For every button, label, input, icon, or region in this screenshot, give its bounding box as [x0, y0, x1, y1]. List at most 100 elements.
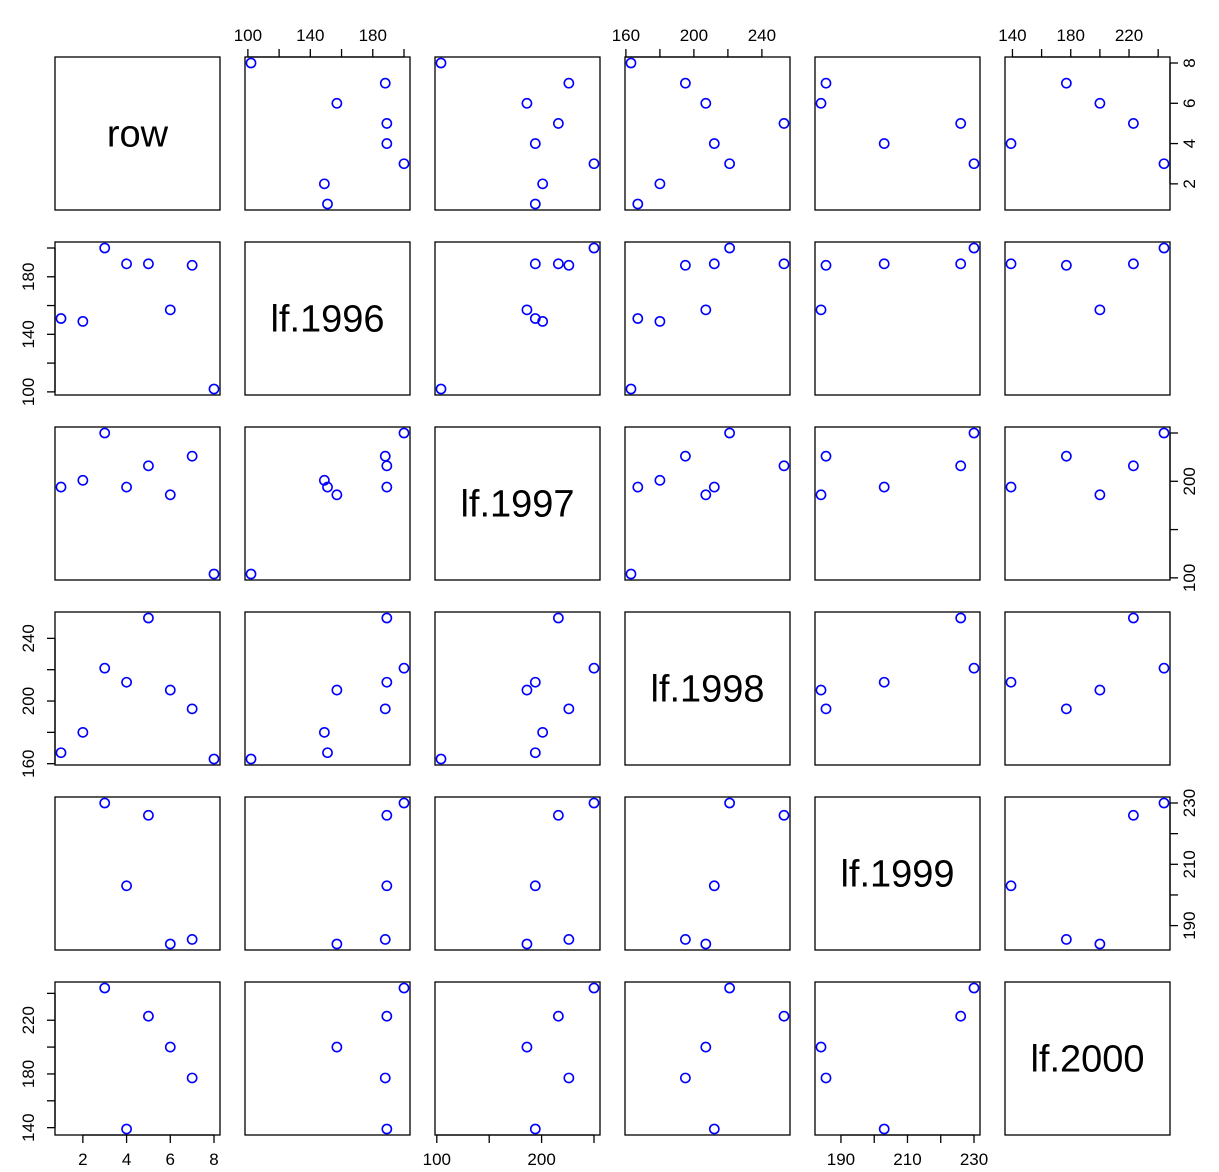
- panel-lf-1999-vs-lf-1996: [244, 796, 411, 951]
- panel-lf-1998-vs-lf-1997: [434, 611, 601, 766]
- tick-label: 2: [1180, 179, 1199, 188]
- panel-lf-1998-vs-lf-1998: lf.1998: [624, 611, 791, 766]
- data-point: [245, 57, 257, 69]
- data-point: [778, 460, 790, 472]
- data-point: [878, 138, 890, 149]
- panel-lf-1996-vs-lf-1998: [624, 241, 791, 396]
- data-point: [381, 676, 393, 688]
- panel-frame: [54, 426, 221, 581]
- data-point: [521, 1041, 533, 1053]
- panel-frame: [814, 241, 981, 396]
- tick-label: 200: [19, 687, 38, 715]
- data-point: [724, 427, 735, 439]
- panel-lf-2000-vs-lf-1998: [624, 981, 791, 1136]
- data-point: [968, 242, 980, 254]
- data-point: [878, 1123, 890, 1135]
- panel-row-vs-lf-2000: [1004, 56, 1171, 211]
- data-point: [625, 57, 637, 69]
- data-point: [708, 258, 720, 270]
- data-point: [708, 880, 720, 892]
- panel-frame: [54, 56, 221, 211]
- data-point: [529, 880, 541, 892]
- data-point: [521, 97, 533, 109]
- data-point: [680, 1072, 691, 1084]
- data-point: [588, 242, 600, 254]
- data-point: [1094, 684, 1106, 696]
- data-point: [1005, 258, 1017, 270]
- data-point: [537, 726, 549, 738]
- tick-label: 140: [998, 26, 1026, 45]
- data-point: [143, 612, 154, 624]
- panel-lf-1998-vs-lf-1996: [244, 611, 411, 766]
- x-axis-lf-1996: 100 140 180: [234, 26, 405, 58]
- data-point: [968, 427, 980, 439]
- data-point: [164, 1041, 176, 1053]
- tick-label: 8: [209, 1150, 218, 1169]
- data-point: [1060, 934, 1072, 945]
- tick-label: 220: [19, 1006, 38, 1034]
- data-point: [99, 427, 111, 439]
- data-point: [529, 747, 541, 759]
- data-point: [968, 662, 980, 674]
- data-point: [632, 481, 644, 493]
- panel-frame: [244, 426, 411, 581]
- data-point: [143, 460, 154, 472]
- panel-frame: [54, 796, 221, 951]
- data-point: [322, 747, 333, 759]
- tick-label: 140: [296, 26, 324, 45]
- data-point: [724, 242, 735, 254]
- data-point: [968, 158, 980, 170]
- data-point: [700, 304, 712, 316]
- data-point: [778, 1010, 790, 1022]
- data-point: [318, 726, 330, 738]
- data-point: [680, 934, 691, 945]
- data-point: [435, 57, 447, 69]
- y-axis-lf-2000: 140 180 220: [19, 992, 56, 1142]
- tick-label: 180: [19, 263, 38, 291]
- panel-frame: [244, 611, 411, 766]
- data-point: [708, 138, 720, 149]
- data-point: [588, 797, 600, 809]
- panel-lf-1999-vs-row: [54, 796, 221, 951]
- data-point: [680, 450, 691, 462]
- panel-frame: [244, 796, 411, 951]
- tick-label: 190: [1180, 911, 1199, 939]
- panel-frame: [434, 426, 601, 581]
- data-point: [708, 481, 720, 493]
- data-point: [552, 612, 564, 624]
- data-point: [552, 118, 564, 129]
- panel-frame: [434, 241, 601, 396]
- data-point: [55, 747, 67, 759]
- data-point: [529, 258, 541, 270]
- data-point: [331, 684, 343, 696]
- data-point: [208, 753, 220, 765]
- data-point: [77, 726, 89, 738]
- data-point: [398, 427, 410, 439]
- panel-frame: [244, 981, 411, 1136]
- panel-lf-1999-vs-lf-1997: [434, 796, 601, 951]
- data-point: [700, 97, 712, 109]
- data-point: [529, 676, 541, 688]
- data-point: [55, 481, 67, 493]
- data-point: [398, 158, 410, 170]
- data-point: [552, 1010, 564, 1022]
- data-point: [1005, 481, 1017, 493]
- data-point: [820, 703, 832, 715]
- data-point: [186, 934, 198, 945]
- tick-label: 2: [78, 1150, 87, 1169]
- data-point: [552, 258, 564, 270]
- panel-frame: [54, 981, 221, 1136]
- data-point: [381, 612, 393, 624]
- data-point: [1158, 427, 1170, 439]
- data-point: [563, 77, 575, 89]
- data-point: [700, 1041, 712, 1053]
- tick-label: 180: [1057, 26, 1085, 45]
- data-point: [1128, 809, 1139, 821]
- panel-frame: [1004, 981, 1171, 1136]
- data-point: [778, 809, 790, 821]
- data-point: [143, 809, 154, 821]
- data-point: [379, 1072, 391, 1084]
- data-point: [379, 934, 391, 945]
- tick-label: 230: [960, 1150, 988, 1169]
